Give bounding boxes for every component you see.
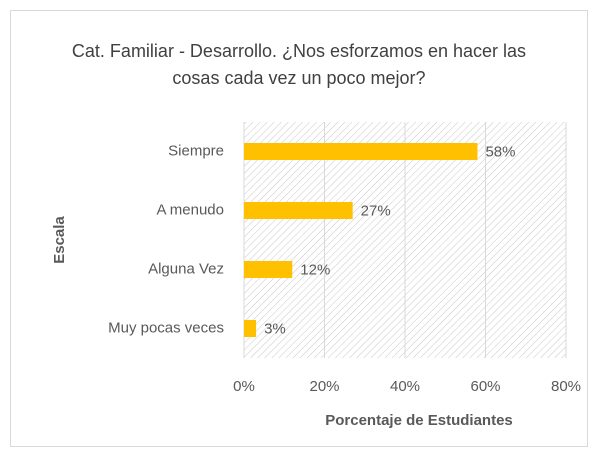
bar [244,320,257,337]
bar [244,202,353,219]
x-tick-label: 60% [470,378,500,395]
x-tick-label: 80% [551,378,581,395]
bar [244,143,478,160]
y-axis-label: Escala [51,216,68,264]
x-tick-label: 0% [233,378,255,395]
bar [244,261,293,278]
data-label: 12% [300,261,330,278]
y-tick-label: Siempre [168,142,224,159]
y-tick-label: Alguna Vez [148,260,224,277]
x-tick-label: 20% [309,378,339,395]
x-tick-label: 40% [390,378,420,395]
x-axis-label: Porcentaje de Estudiantes [325,412,513,429]
data-label: 3% [264,320,286,337]
chart-title: Cat. Familiar - Desarrollo. ¿Nos esforza… [71,41,527,88]
y-tick-label: Muy pocas veces [108,319,224,336]
y-tick-label: A menudo [156,201,224,218]
data-label: 58% [485,143,515,160]
data-label: 27% [361,202,391,219]
